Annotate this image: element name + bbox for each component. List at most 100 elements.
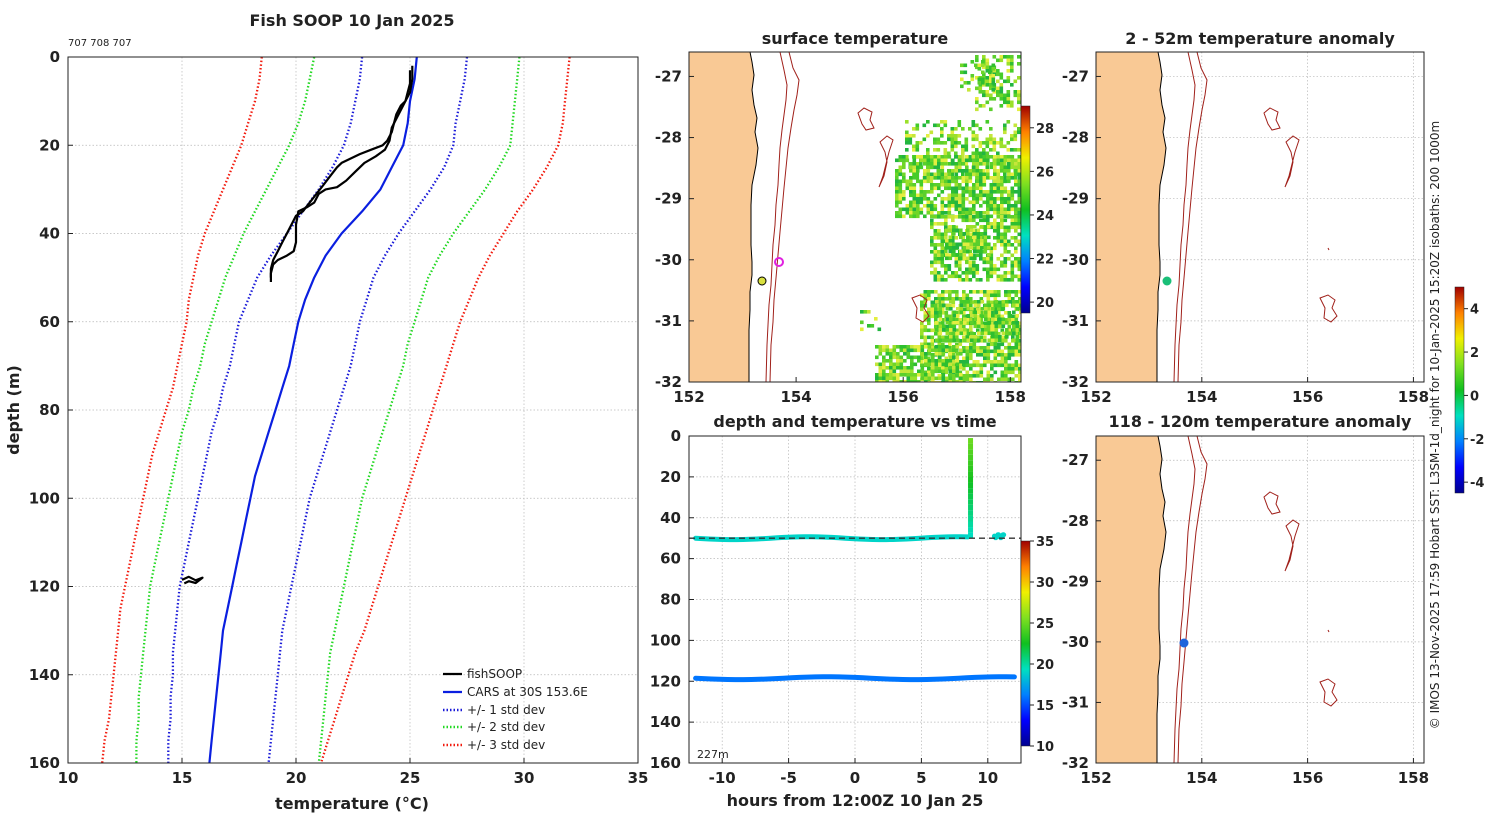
sst-pixel	[909, 162, 913, 166]
sst-pixel	[961, 271, 966, 275]
sst-pixel	[984, 303, 988, 308]
sst-pixel	[972, 183, 976, 187]
sst-pixel	[1017, 183, 1021, 187]
sst-pixel	[983, 325, 987, 329]
sst-pixel	[930, 158, 934, 163]
sst-pixel	[885, 352, 890, 356]
sst-pixel	[947, 200, 952, 205]
sst-pixel	[1018, 321, 1021, 326]
anomaly-colorbar-ticklabel: -2	[1470, 433, 1484, 448]
sst-pixel	[1000, 197, 1004, 201]
sst-pixel	[982, 215, 987, 219]
sst-pixel	[969, 311, 973, 315]
sst-pixel	[1014, 342, 1019, 347]
sst-colorbar-ticklabel: 20	[1036, 296, 1054, 311]
sst-pixel	[937, 297, 942, 301]
sst-pixel	[919, 207, 924, 212]
sst-pixel	[947, 197, 952, 201]
sst-pixel	[927, 352, 932, 356]
sst-pixel	[968, 127, 972, 131]
sst-pixel	[962, 374, 966, 378]
sst-pixel	[942, 303, 946, 308]
sst-pixel	[989, 204, 994, 208]
sst-pixel	[975, 158, 980, 163]
timeseries-ticklabel-x: 0	[850, 769, 860, 787]
sst-pixel	[940, 158, 945, 163]
sst-ticklabel-y: -31	[655, 312, 682, 330]
sst-pixel	[889, 348, 893, 353]
sst-pixel	[930, 172, 934, 177]
sst-pixel	[878, 373, 883, 377]
sst-pixel	[938, 355, 942, 360]
sst-pixel	[959, 366, 963, 370]
sst-pixel	[895, 204, 899, 208]
sst-pixel	[985, 144, 990, 149]
sst-pixel	[986, 158, 990, 163]
sst-pixel	[1017, 225, 1021, 230]
sst-pixel	[999, 141, 1004, 145]
sst-pixel	[993, 297, 998, 301]
sst-pixel	[919, 211, 924, 215]
sst-pixel	[955, 297, 959, 301]
sst-pixel	[923, 158, 927, 163]
sst-pixel	[996, 162, 1001, 166]
sst-pixel	[1017, 264, 1021, 268]
sst-pixel	[983, 293, 987, 298]
sst-pixel	[909, 200, 913, 205]
sst-pixel	[965, 186, 969, 191]
sst-pixel	[1010, 155, 1015, 159]
sst-pixel	[948, 235, 953, 240]
sst-pixel	[1010, 253, 1015, 258]
sst-pixel	[920, 342, 924, 347]
legend-label-std2: +/- 2 std dev	[467, 720, 545, 734]
sst-pixel	[985, 137, 990, 142]
sst-pixel	[983, 360, 987, 364]
sst-pixel	[947, 186, 952, 191]
sst-pixel	[1010, 236, 1015, 240]
profile-ticklabel-y: 60	[39, 313, 60, 331]
sst-pixel	[959, 235, 963, 240]
sst-pixel	[961, 127, 965, 131]
sst-pixel	[916, 214, 920, 219]
sst-pixel	[906, 369, 911, 374]
profile-ticklabel-x: 20	[286, 769, 307, 787]
sst-pixel	[958, 211, 962, 215]
sst-pixel	[956, 331, 960, 336]
timeseries-sensor-track	[693, 674, 1017, 683]
sst-pixel	[1017, 207, 1021, 212]
sst-pixel	[959, 242, 963, 247]
sst-pixel	[912, 186, 917, 191]
sst-pixel	[889, 376, 893, 381]
sst-pixel	[1019, 331, 1021, 336]
sst-pixel	[983, 339, 987, 343]
anomaly-upper-land	[1096, 52, 1167, 382]
sst-pixel	[919, 158, 924, 163]
sst-pixel	[923, 342, 928, 347]
sst-pixel	[949, 338, 953, 343]
sst-pixel	[898, 197, 903, 201]
sst-pixel	[892, 345, 897, 349]
sst-pixel	[961, 204, 966, 208]
sst-pixel	[968, 260, 973, 265]
sst-pixel	[927, 373, 932, 377]
sst-pixel	[940, 179, 945, 184]
sst-pixel	[951, 215, 955, 219]
sst-pixel	[929, 130, 934, 135]
sst-pixel	[1011, 314, 1015, 319]
sst-pixel	[986, 207, 990, 212]
sst-pixel	[937, 222, 941, 226]
sst-pixel	[989, 264, 994, 268]
sst-pixel	[937, 229, 941, 233]
sst-pixel	[962, 360, 966, 364]
sst-pixel	[1006, 90, 1011, 94]
sst-pixel	[1014, 207, 1018, 212]
sst-pixel	[990, 290, 994, 294]
sst-pixel	[965, 211, 969, 215]
sst-pixel	[965, 260, 969, 265]
sst-pixel	[912, 134, 916, 138]
sst-pixel	[941, 335, 945, 340]
sst-pixel	[943, 148, 948, 152]
sst-pixel	[923, 176, 927, 180]
sst-pixel	[933, 243, 938, 247]
sst-pixel	[982, 104, 986, 108]
